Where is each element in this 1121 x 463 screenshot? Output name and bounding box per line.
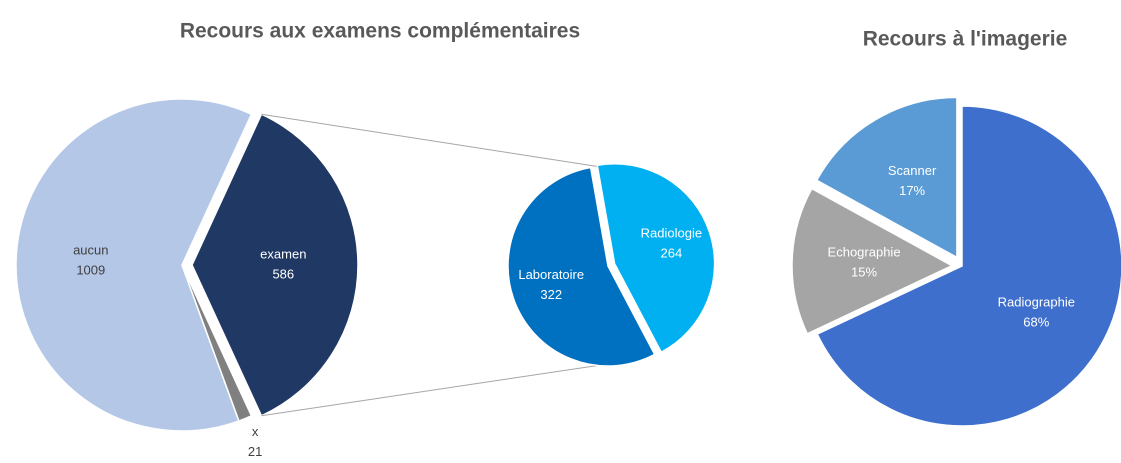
connector-line [261, 364, 598, 417]
pie-slice [15, 98, 253, 432]
slice-label: aucun [73, 243, 108, 258]
slice-value: 1009 [76, 263, 105, 278]
slice-value: 15% [851, 264, 877, 279]
pie-slice [191, 113, 359, 417]
slice-label: Scanner [888, 163, 937, 178]
connector-line [261, 113, 598, 168]
slice-value: 322 [540, 287, 562, 302]
slice-label: x [252, 424, 259, 439]
pie-slice [815, 96, 958, 259]
slice-value: 264 [661, 246, 683, 261]
slice-label: Laboratoire [518, 267, 584, 282]
pie-slice [816, 105, 1121, 427]
slice-label: Radiologie [641, 226, 702, 241]
slice-value: 586 [272, 266, 294, 281]
slice-label: Radiographie [998, 295, 1075, 310]
pie-slice [791, 187, 954, 335]
pie-slice [596, 162, 716, 354]
pie-slice [181, 264, 253, 422]
chart-title: Recours aux examens complémentaires [180, 20, 580, 43]
slice-value: 68% [1023, 315, 1049, 330]
slice-value: 21 [248, 444, 262, 459]
slice-label: examen [260, 246, 306, 261]
slice-value: 17% [899, 183, 925, 198]
slice-label: Echographie [828, 244, 901, 259]
chart-title: Recours à l'imagerie [863, 28, 1068, 51]
pie-slice [507, 166, 656, 367]
